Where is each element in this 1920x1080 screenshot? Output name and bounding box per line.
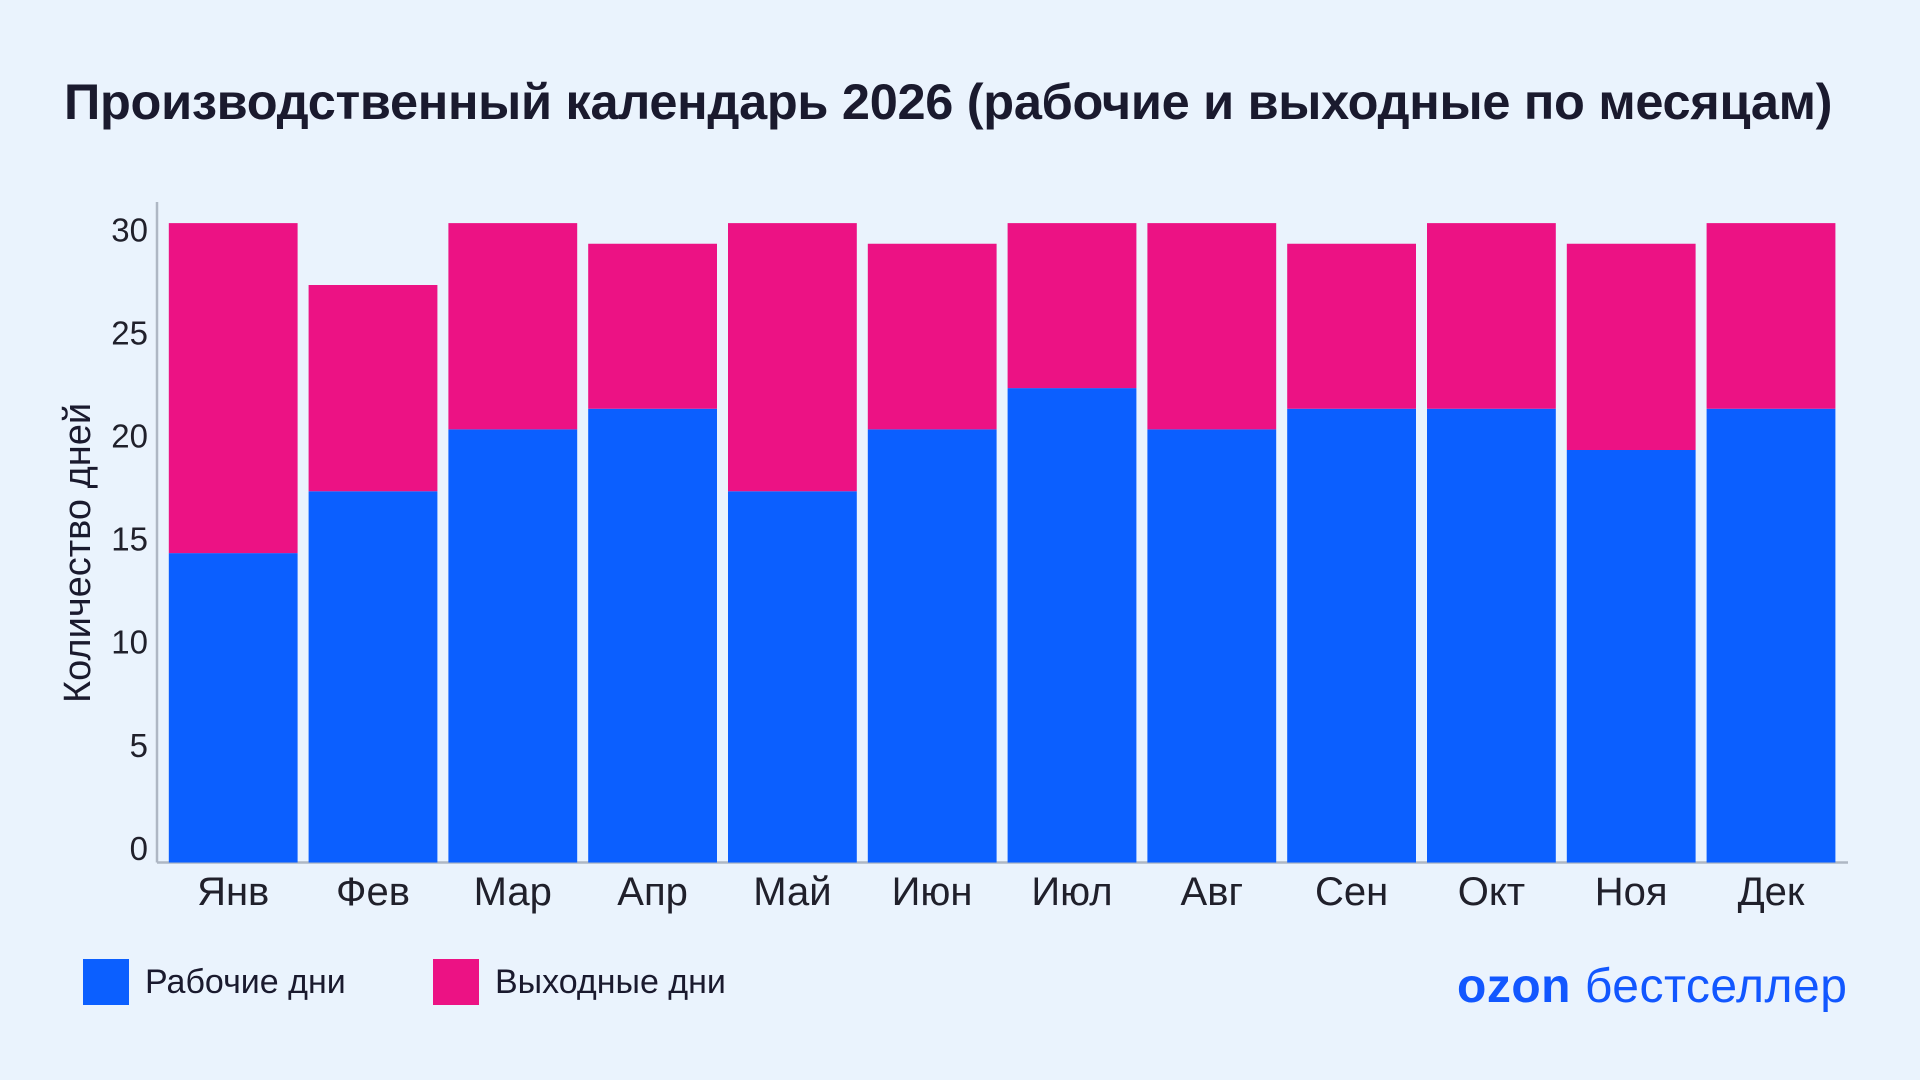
svg-text:Дек: Дек [1738, 870, 1805, 914]
svg-text:Фев: Фев [336, 870, 410, 914]
svg-text:Мар: Мар [474, 870, 552, 914]
svg-text:5: 5 [130, 727, 148, 764]
svg-text:Авг: Авг [1181, 870, 1244, 914]
svg-text:15: 15 [111, 521, 148, 558]
svg-text:Сен: Сен [1315, 870, 1388, 914]
svg-text:Ноя: Ноя [1595, 870, 1668, 914]
svg-text:Июл: Июл [1031, 870, 1112, 914]
svg-text:25: 25 [111, 314, 148, 351]
svg-text:30: 30 [111, 211, 148, 248]
svg-text:Янв: Янв [197, 870, 269, 914]
svg-text:Май: Май [753, 870, 831, 914]
svg-text:10: 10 [111, 624, 148, 661]
svg-text:Апр: Апр [617, 870, 688, 914]
svg-text:Окт: Окт [1458, 870, 1525, 914]
svg-text:20: 20 [111, 418, 148, 455]
svg-text:0: 0 [130, 830, 148, 867]
svg-text:Июн: Июн [892, 870, 973, 914]
